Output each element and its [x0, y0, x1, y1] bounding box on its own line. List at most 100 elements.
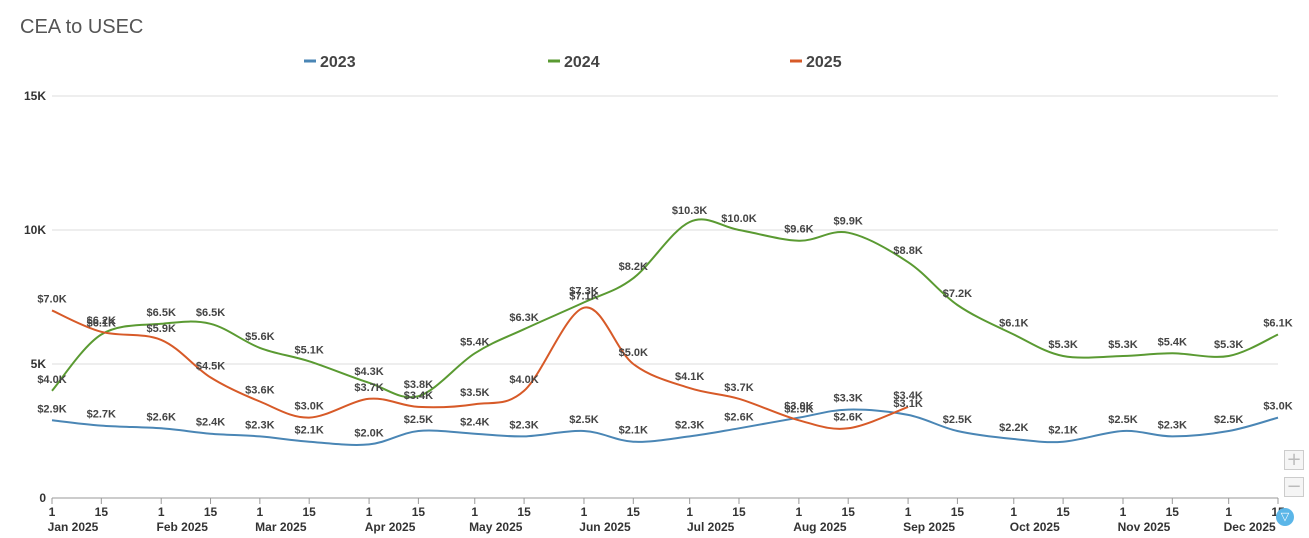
data-label-2023: $2.1K	[1048, 425, 1077, 437]
x-month-label: Jan 2025	[48, 520, 99, 534]
data-label-2024: $5.6K	[245, 331, 274, 343]
data-label-2024: $6.1K	[999, 318, 1028, 330]
x-tick-label: 1	[1120, 505, 1127, 519]
x-tick-label: 1	[581, 505, 588, 519]
data-label-2024: $5.1K	[294, 344, 323, 356]
data-label-2024: $6.5K	[147, 307, 176, 319]
data-label-2024: $8.8K	[893, 245, 922, 257]
data-label-2025: $5.9K	[147, 323, 176, 335]
x-month-label: Aug 2025	[793, 520, 847, 534]
x-tick-label: 1	[158, 505, 165, 519]
data-label-2023: $2.9K	[37, 403, 66, 415]
y-tick-label: 0	[39, 491, 46, 505]
series-line-2023[interactable]	[51, 408, 1279, 446]
data-label-2023: $3.0K	[784, 401, 813, 413]
data-label-2023: $2.6K	[724, 411, 753, 423]
series-line-2025[interactable]	[51, 306, 909, 430]
data-label-2024: $4.0K	[37, 374, 66, 386]
chart-title: CEA to USEC	[20, 16, 144, 38]
x-tick-label: 15	[412, 505, 426, 519]
x-tick-label: 1	[1010, 505, 1017, 519]
y-tick-label: 15K	[24, 89, 46, 103]
data-label-2024: $7.2K	[943, 288, 972, 300]
data-label-2024: $10.0K	[721, 213, 757, 225]
x-month-label: Feb 2025	[157, 520, 209, 534]
data-label-2023: $2.5K	[943, 414, 972, 426]
data-label-2024: $9.6K	[784, 224, 813, 236]
data-label-2024: $6.3K	[509, 312, 538, 324]
data-label-2024: $5.4K	[1158, 336, 1187, 348]
data-label-2024: $9.9K	[834, 216, 863, 228]
data-label-2025: $4.1K	[675, 371, 704, 383]
legend-label: 2025	[806, 54, 842, 71]
data-label-2023: $2.1K	[294, 425, 323, 437]
data-label-2025: $3.4K	[404, 390, 433, 402]
legend-item-2024[interactable]: 2024	[548, 54, 600, 71]
data-label-2025: $3.6K	[245, 385, 274, 397]
x-tick-label: 1	[686, 505, 693, 519]
legend-label: 2023	[320, 54, 356, 71]
x-tick-label: 15	[302, 505, 316, 519]
data-label-2024: $7.3K	[569, 285, 598, 297]
data-label-2023: $3.0K	[1263, 401, 1292, 413]
x-tick-label: 1	[257, 505, 264, 519]
data-label-2025: $2.9K	[784, 403, 813, 415]
x-tick-label: 1	[1225, 505, 1232, 519]
data-label-2025: $4.0K	[509, 374, 538, 386]
data-label-2025: $3.5K	[460, 387, 489, 399]
zoom-in-button[interactable]: +	[1284, 450, 1304, 470]
label-layer: $2.9K $2.7K $2.6K $2.4K $2.3K $2.1K $2.0K $2.5K…	[37, 205, 1292, 439]
data-label-2024: $6.1K	[1263, 318, 1292, 330]
data-label-2023: $2.3K	[509, 419, 538, 431]
data-label-2025: $3.4K	[893, 390, 922, 402]
x-tick-label: 15	[95, 505, 109, 519]
data-label-2024: $5.3K	[1214, 339, 1243, 351]
legend-label: 2024	[564, 54, 600, 71]
x-tick-label: 1	[471, 505, 478, 519]
grid-layer: 0 5K 10K 15K	[24, 89, 1278, 505]
legend-item-2025[interactable]: 2025	[790, 54, 842, 71]
x-tick-label: 15	[842, 505, 856, 519]
x-tick-label: 15	[627, 505, 641, 519]
x-tick-label: 15	[732, 505, 746, 519]
data-label-2023: $2.5K	[1214, 414, 1243, 426]
legend[interactable]: 2023 2024 2025	[304, 54, 842, 71]
x-month-label: Apr 2025	[365, 520, 416, 534]
data-label-2023: $2.0K	[354, 427, 383, 439]
data-label-2025: $5.0K	[619, 347, 648, 359]
data-label-2025: $3.7K	[354, 382, 383, 394]
data-label-2025: $3.0K	[294, 401, 323, 413]
data-label-2023: $2.2K	[999, 422, 1028, 434]
data-label-2023: $2.4K	[196, 417, 225, 429]
data-label-2024: $6.5K	[196, 307, 225, 319]
data-label-2023: $3.3K	[834, 393, 863, 405]
series-line-2024[interactable]	[51, 218, 1279, 399]
x-month-label: Oct 2025	[1010, 520, 1060, 534]
legend-item-2023[interactable]: 2023	[304, 54, 356, 71]
x-tick-label: 1	[796, 505, 803, 519]
data-label-2025: $7.1K	[569, 291, 598, 303]
x-tick-label: 1	[905, 505, 912, 519]
data-label-2023: $2.5K	[569, 414, 598, 426]
zoom-out-button[interactable]: −	[1284, 477, 1304, 497]
x-tick-label: 1	[49, 505, 56, 519]
data-label-2023: $2.4K	[460, 417, 489, 429]
data-label-2023: $2.1K	[619, 425, 648, 437]
series-layer	[51, 218, 1279, 446]
x-month-label: Jul 2025	[687, 520, 735, 534]
data-label-2025: $7.0K	[37, 293, 66, 305]
data-label-2024: $3.8K	[404, 379, 433, 391]
data-label-2025: $3.7K	[724, 382, 753, 394]
y-tick-label: 5K	[31, 357, 47, 371]
filter-icon[interactable]: ▽	[1276, 508, 1294, 526]
x-tick-label: 1	[366, 505, 373, 519]
data-label-2025: $6.2K	[87, 315, 116, 327]
x-tick-label: 15	[1166, 505, 1180, 519]
x-tick-label: 15	[517, 505, 531, 519]
x-tick-label: 15	[1056, 505, 1070, 519]
data-label-2023: $2.5K	[1108, 414, 1137, 426]
x-month-label: Sep 2025	[903, 520, 955, 534]
data-label-2024: $6.1K	[87, 318, 116, 330]
